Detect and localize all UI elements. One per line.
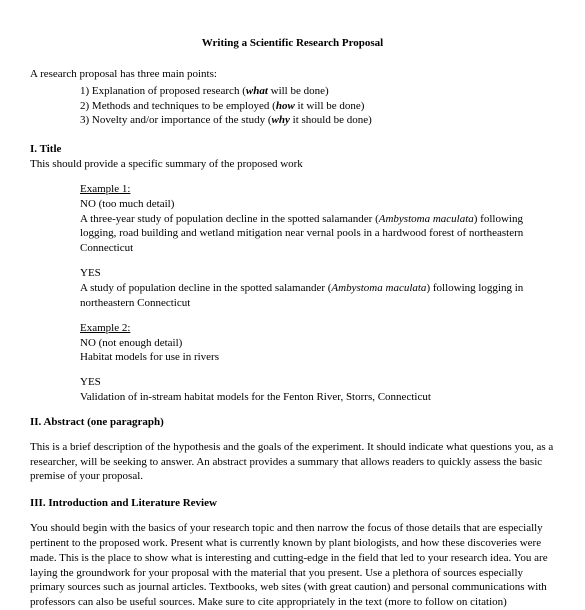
example-1-yes-text: A study of population decline in the spo… [80, 281, 555, 311]
point-3: 3) Novelty and/or importance of the stud… [80, 113, 555, 128]
page-title: Writing a Scientific Research Proposal [30, 36, 555, 51]
section-3-head: III. Introduction and Literature Review [30, 496, 555, 511]
example-2-yes: YES [80, 375, 555, 390]
section-2-head: II. Abstract (one paragraph) [30, 415, 555, 430]
section-1-sub: This should provide a specific summary o… [30, 157, 555, 172]
point-1: 1) Explanation of proposed research (wha… [80, 84, 555, 99]
example-2-label: Example 2: [80, 322, 130, 334]
section-2-para: This is a brief description of the hypot… [30, 440, 555, 485]
example-1-label: Example 1: [80, 183, 130, 195]
example-1-yes: YES [80, 266, 555, 281]
intro-line: A research proposal has three main point… [30, 67, 555, 82]
example-2-yes-text: Validation of in-stream habitat models f… [80, 390, 555, 405]
example-2: Example 2: NO (not enough detail) Habita… [80, 321, 555, 405]
example-1: Example 1: NO (too much detail) A three-… [80, 182, 555, 311]
section-1-head: I. Title [30, 142, 555, 157]
section-3-para: You should begin with the basics of your… [30, 521, 555, 610]
example-2-no: NO (not enough detail) [80, 336, 555, 351]
example-2-no-text: Habitat models for use in rivers [80, 350, 555, 365]
example-1-no-text: A three-year study of population decline… [80, 212, 555, 257]
example-1-no: NO (too much detail) [80, 197, 555, 212]
point-2: 2) Methods and techniques to be employed… [80, 99, 555, 114]
main-points: 1) Explanation of proposed research (wha… [80, 84, 555, 129]
